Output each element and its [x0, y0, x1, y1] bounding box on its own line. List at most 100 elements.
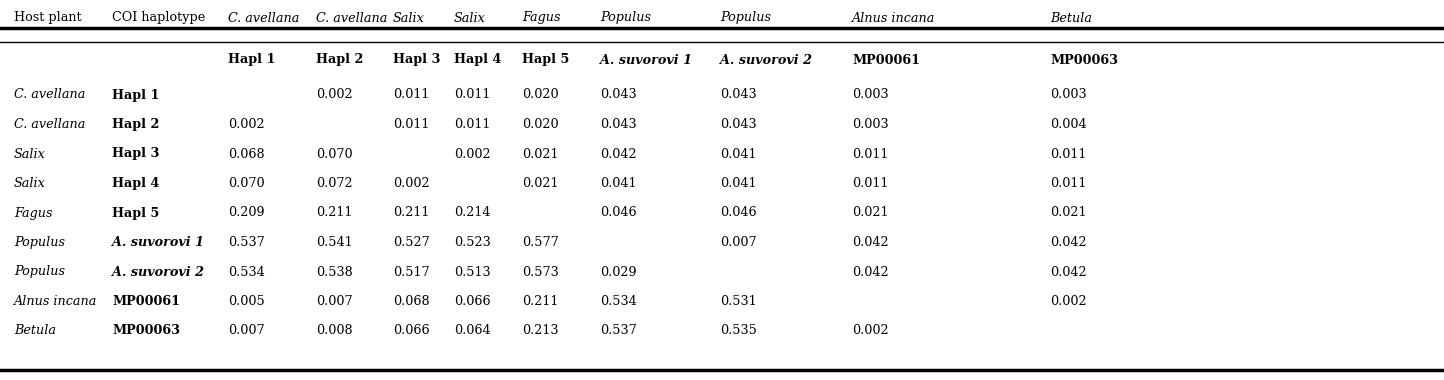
Text: Hapl 4: Hapl 4 [453, 54, 501, 66]
Text: MP00063: MP00063 [1050, 54, 1118, 66]
Text: 0.002: 0.002 [453, 147, 491, 160]
Text: C. avellana: C. avellana [228, 11, 299, 24]
Text: 0.042: 0.042 [852, 236, 888, 249]
Text: 0.573: 0.573 [521, 266, 559, 279]
Text: 0.002: 0.002 [228, 118, 264, 131]
Text: Populus: Populus [721, 11, 771, 24]
Text: Salix: Salix [453, 11, 485, 24]
Text: 0.214: 0.214 [453, 206, 491, 220]
Text: COI haplotype: COI haplotype [113, 11, 205, 24]
Text: 0.011: 0.011 [453, 118, 491, 131]
Text: 0.011: 0.011 [393, 89, 429, 101]
Text: 0.021: 0.021 [852, 206, 888, 220]
Text: MP00061: MP00061 [113, 295, 180, 308]
Text: 0.068: 0.068 [228, 147, 264, 160]
Text: 0.029: 0.029 [601, 266, 637, 279]
Text: 0.011: 0.011 [852, 147, 888, 160]
Text: 0.070: 0.070 [228, 177, 264, 190]
Text: Host plant: Host plant [14, 11, 82, 24]
Text: A. suvorovi 2: A. suvorovi 2 [113, 266, 204, 279]
Text: 0.041: 0.041 [721, 177, 757, 190]
Text: 0.537: 0.537 [228, 236, 264, 249]
Text: Hapl 3: Hapl 3 [393, 54, 440, 66]
Text: 0.021: 0.021 [521, 147, 559, 160]
Text: 0.070: 0.070 [316, 147, 352, 160]
Text: 0.020: 0.020 [521, 118, 559, 131]
Text: 0.021: 0.021 [521, 177, 559, 190]
Text: Hapl 4: Hapl 4 [113, 177, 159, 190]
Text: 0.534: 0.534 [228, 266, 264, 279]
Text: 0.043: 0.043 [721, 118, 757, 131]
Text: 0.002: 0.002 [852, 325, 888, 337]
Text: Populus: Populus [14, 236, 65, 249]
Text: A. suvorovi 1: A. suvorovi 1 [113, 236, 204, 249]
Text: 0.007: 0.007 [228, 325, 264, 337]
Text: 0.066: 0.066 [393, 325, 430, 337]
Text: Betula: Betula [14, 325, 56, 337]
Text: 0.007: 0.007 [316, 295, 352, 308]
Text: 0.043: 0.043 [601, 89, 637, 101]
Text: 0.042: 0.042 [852, 266, 888, 279]
Text: 0.042: 0.042 [1050, 266, 1087, 279]
Text: Hapl 5: Hapl 5 [521, 54, 569, 66]
Text: C. avellana: C. avellana [14, 89, 85, 101]
Text: 0.011: 0.011 [453, 89, 491, 101]
Text: Populus: Populus [14, 266, 65, 279]
Text: 0.211: 0.211 [316, 206, 352, 220]
Text: A. suvorovi 2: A. suvorovi 2 [721, 54, 812, 66]
Text: 0.011: 0.011 [1050, 147, 1086, 160]
Text: C. avellana: C. avellana [14, 118, 85, 131]
Text: Salix: Salix [14, 147, 46, 160]
Text: Hapl 2: Hapl 2 [316, 54, 364, 66]
Text: 0.003: 0.003 [852, 89, 888, 101]
Text: 0.211: 0.211 [393, 206, 429, 220]
Text: 0.002: 0.002 [316, 89, 352, 101]
Text: 0.004: 0.004 [1050, 118, 1087, 131]
Text: Hapl 1: Hapl 1 [228, 54, 276, 66]
Text: 0.066: 0.066 [453, 295, 491, 308]
Text: Hapl 5: Hapl 5 [113, 206, 159, 220]
Text: 0.011: 0.011 [852, 177, 888, 190]
Text: 0.537: 0.537 [601, 325, 637, 337]
Text: 0.043: 0.043 [721, 89, 757, 101]
Text: 0.072: 0.072 [316, 177, 352, 190]
Text: Hapl 1: Hapl 1 [113, 89, 159, 101]
Text: 0.046: 0.046 [721, 206, 757, 220]
Text: Betula: Betula [1050, 11, 1092, 24]
Text: 0.513: 0.513 [453, 266, 491, 279]
Text: 0.042: 0.042 [601, 147, 637, 160]
Text: 0.002: 0.002 [393, 177, 430, 190]
Text: 0.007: 0.007 [721, 236, 757, 249]
Text: 0.021: 0.021 [1050, 206, 1086, 220]
Text: Populus: Populus [601, 11, 651, 24]
Text: 0.577: 0.577 [521, 236, 559, 249]
Text: 0.041: 0.041 [721, 147, 757, 160]
Text: MP00061: MP00061 [852, 54, 920, 66]
Text: 0.538: 0.538 [316, 266, 352, 279]
Text: 0.011: 0.011 [393, 118, 429, 131]
Text: 0.211: 0.211 [521, 295, 559, 308]
Text: 0.541: 0.541 [316, 236, 352, 249]
Text: 0.064: 0.064 [453, 325, 491, 337]
Text: Salix: Salix [14, 177, 46, 190]
Text: 0.209: 0.209 [228, 206, 264, 220]
Text: 0.527: 0.527 [393, 236, 430, 249]
Text: Alnus incana: Alnus incana [852, 11, 936, 24]
Text: MP00063: MP00063 [113, 325, 180, 337]
Text: 0.068: 0.068 [393, 295, 430, 308]
Text: A. suvorovi 1: A. suvorovi 1 [601, 54, 692, 66]
Text: Salix: Salix [393, 11, 425, 24]
Text: Alnus incana: Alnus incana [14, 295, 97, 308]
Text: 0.003: 0.003 [852, 118, 888, 131]
Text: 0.020: 0.020 [521, 89, 559, 101]
Text: 0.213: 0.213 [521, 325, 559, 337]
Text: Hapl 3: Hapl 3 [113, 147, 159, 160]
Text: C. avellana: C. avellana [316, 11, 387, 24]
Text: 0.531: 0.531 [721, 295, 757, 308]
Text: 0.003: 0.003 [1050, 89, 1087, 101]
Text: Fagus: Fagus [14, 206, 52, 220]
Text: 0.534: 0.534 [601, 295, 637, 308]
Text: 0.517: 0.517 [393, 266, 430, 279]
Text: 0.535: 0.535 [721, 325, 757, 337]
Text: 0.005: 0.005 [228, 295, 264, 308]
